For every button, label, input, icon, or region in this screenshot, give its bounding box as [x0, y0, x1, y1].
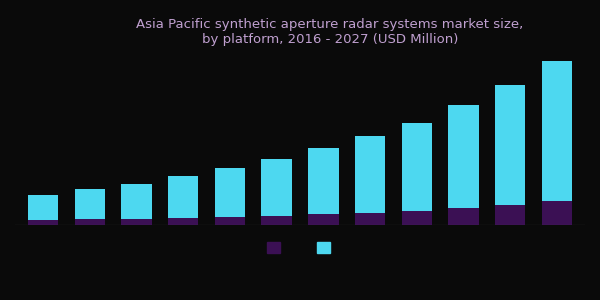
Text: Asia Pacific synthetic aperture radar systems market size,
by platform, 2016 - 2: Asia Pacific synthetic aperture radar sy…	[136, 18, 524, 46]
Bar	[495, 205, 526, 225]
Legend: , : ,	[262, 237, 338, 257]
Bar	[401, 211, 432, 225]
Bar	[495, 85, 526, 205]
Bar	[401, 123, 432, 211]
Bar	[121, 219, 152, 225]
Bar	[28, 195, 58, 220]
Bar	[308, 148, 338, 214]
Bar	[308, 214, 338, 225]
Bar	[542, 201, 572, 225]
Bar	[448, 208, 479, 225]
Bar	[215, 168, 245, 217]
Bar	[262, 216, 292, 225]
Bar	[74, 189, 105, 219]
Bar	[28, 220, 58, 225]
Bar	[448, 105, 479, 208]
Bar	[262, 159, 292, 216]
Bar	[355, 213, 385, 225]
Bar	[168, 176, 199, 218]
Bar	[121, 184, 152, 219]
Bar	[74, 219, 105, 225]
Bar	[542, 61, 572, 201]
Bar	[168, 218, 199, 225]
Bar	[355, 136, 385, 213]
Bar	[215, 217, 245, 225]
